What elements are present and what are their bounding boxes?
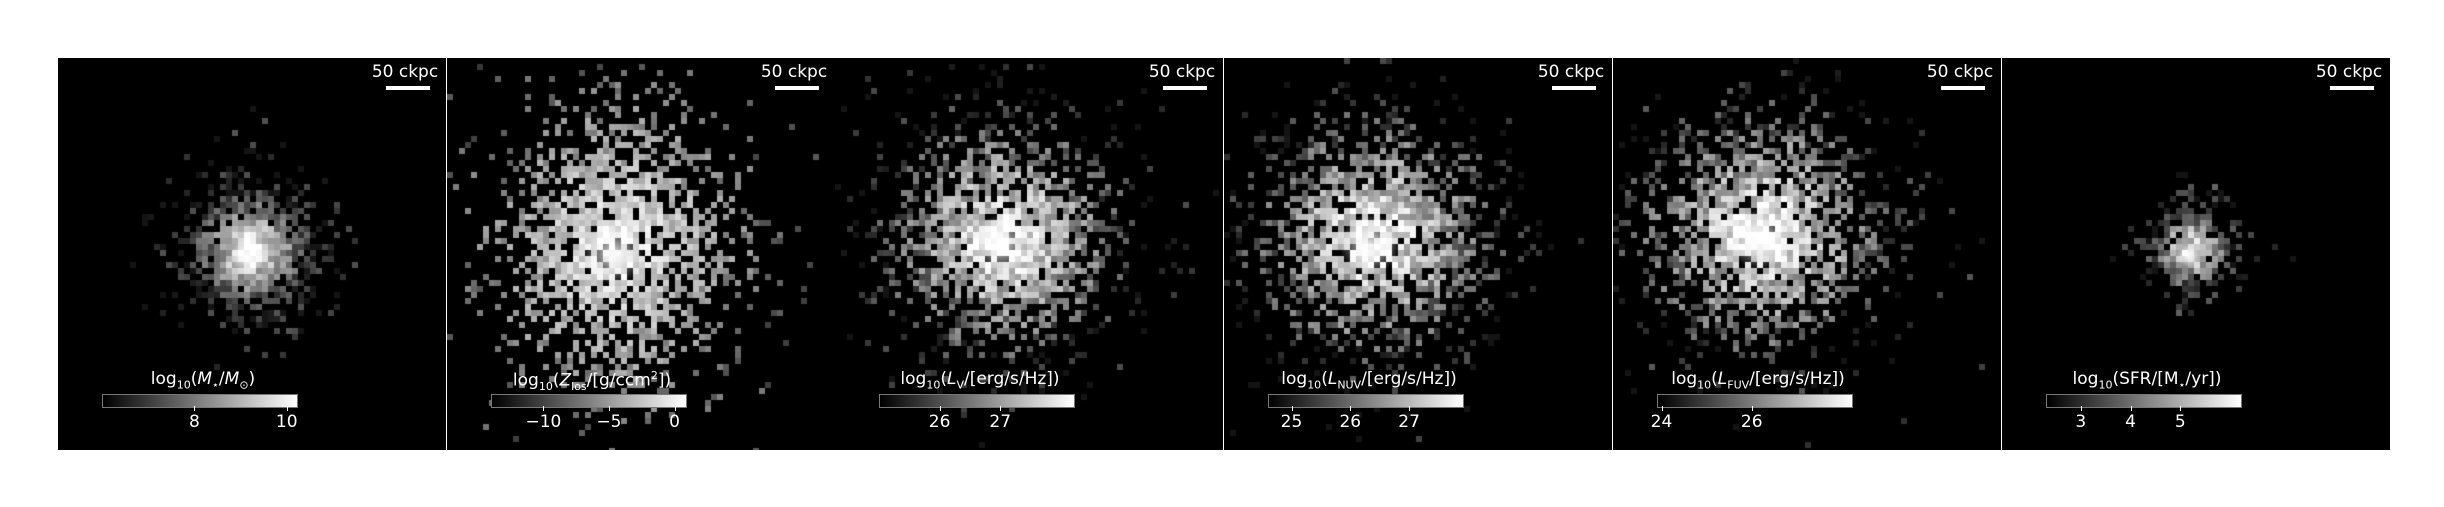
panel-metallicity: 50 ckpc log10(Zlos/[g/ccm2]) −10 −5 0 xyxy=(447,58,835,450)
colorbar-tick-label: 26 xyxy=(1339,412,1362,432)
colorbar-tick-label: 26 xyxy=(1740,412,1763,432)
colorbar xyxy=(1657,394,1853,408)
colorbar-tick-label: 4 xyxy=(2125,412,2136,432)
panel-sfr: 50 ckpc log10(SFR/[M⋆/yr]) 3 4 5 xyxy=(2002,58,2390,450)
colorbar xyxy=(491,394,687,408)
colorbar-tick-label: 3 xyxy=(2075,412,2087,432)
colorbar-label: log10(SFR/[M⋆/yr]) xyxy=(2072,369,2222,392)
stellar-mass-map xyxy=(58,58,446,450)
panel-v-luminosity: 50 ckpc log10(LV/[erg/s/Hz]) 26 27 xyxy=(835,58,1223,450)
colorbar-tick xyxy=(1661,406,1663,411)
fuv-luminosity-map xyxy=(1613,58,2001,450)
scale-bar-label: 50 ckpc xyxy=(1926,62,1994,82)
colorbar-tick-label: 27 xyxy=(1398,412,1420,432)
colorbar-label: log10(LFUV/[erg/s/Hz]) xyxy=(1671,369,1845,392)
v-luminosity-map xyxy=(835,58,1223,450)
colorbar-tick-label: 24 xyxy=(1650,412,1673,432)
colorbar-label: log10(Zlos/[g/ccm2]) xyxy=(512,369,672,394)
colorbar-tick xyxy=(2180,406,2182,411)
colorbar-label: log10(LNUV/[erg/s/Hz]) xyxy=(1281,369,1457,392)
scale-bar xyxy=(2330,86,2374,90)
colorbar xyxy=(1268,394,1464,408)
nuv-luminosity-map xyxy=(1224,58,1612,450)
scale-bar xyxy=(775,86,819,90)
colorbar-tick-label: 27 xyxy=(989,412,1012,432)
colorbar-tick xyxy=(543,406,545,411)
scale-bar-label: 50 ckpc xyxy=(371,62,439,82)
scale-bar xyxy=(386,86,430,90)
scale-bar-label: 50 ckpc xyxy=(760,62,828,82)
scale-bar xyxy=(1163,86,1207,90)
colorbar-tick-label: 25 xyxy=(1280,412,1303,432)
colorbar-tick-label: 10 xyxy=(275,412,298,432)
metallicity-map xyxy=(447,58,835,450)
colorbar-tick xyxy=(1000,406,1002,411)
colorbar xyxy=(102,394,298,408)
colorbar-tick-label: −5 xyxy=(596,412,622,432)
colorbar-tick-label: 8 xyxy=(188,412,200,432)
colorbar-tick-label: 26 xyxy=(928,412,951,432)
scale-bar xyxy=(1552,86,1596,90)
colorbar-label: log10(M⋆/M⊙) xyxy=(150,369,256,392)
colorbar-tick xyxy=(1291,406,1293,411)
scale-bar-label: 50 ckpc xyxy=(2315,62,2383,82)
panel-stellar-mass: 50 ckpc log10(M⋆/M⊙) 8 10 xyxy=(58,58,446,450)
colorbar-tick-label: 0 xyxy=(669,412,680,432)
scale-bar-label: 50 ckpc xyxy=(1537,62,1605,82)
colorbar-tick xyxy=(608,406,610,411)
colorbar-tick xyxy=(939,406,941,411)
panel-fuv-luminosity: 50 ckpc log10(LFUV/[erg/s/Hz]) 24 26 xyxy=(1613,58,2001,450)
colorbar-tick xyxy=(1751,406,1753,411)
colorbar xyxy=(879,394,1075,408)
colorbar-tick xyxy=(2130,406,2132,411)
colorbar-label: log10(LV/[erg/s/Hz]) xyxy=(900,369,1060,392)
sfr-map xyxy=(2002,58,2390,450)
colorbar xyxy=(2046,394,2242,408)
colorbar-tick-label: −10 xyxy=(525,412,562,432)
colorbar-tick xyxy=(194,406,196,411)
colorbar-tick-label: 5 xyxy=(2174,412,2186,432)
image-panels: 50 ckpc log10(M⋆/M⊙) 8 10 50 ckpc log10(… xyxy=(58,58,2390,450)
scale-bar-label: 50 ckpc xyxy=(1148,62,1216,82)
colorbar-tick xyxy=(1409,406,1411,411)
colorbar-tick xyxy=(1350,406,1352,411)
colorbar-tick xyxy=(286,406,288,411)
panel-nuv-luminosity: 50 ckpc log10(LNUV/[erg/s/Hz]) 25 26 27 xyxy=(1224,58,1612,450)
colorbar-tick xyxy=(2080,406,2082,411)
colorbar-tick xyxy=(674,406,676,411)
scale-bar xyxy=(1941,86,1985,90)
